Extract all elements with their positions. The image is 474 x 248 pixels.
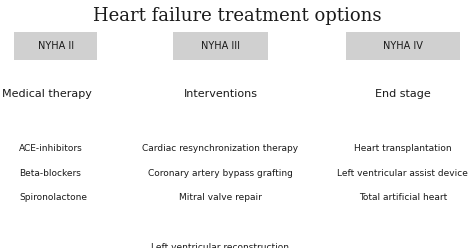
Text: NYHA III: NYHA III [201, 41, 240, 51]
Text: Medical therapy: Medical therapy [2, 89, 92, 99]
Text: Left ventricular reconstruction: Left ventricular reconstruction [151, 243, 290, 248]
Text: NYHA II: NYHA II [37, 41, 74, 51]
Text: Interventions: Interventions [183, 89, 257, 99]
FancyBboxPatch shape [14, 32, 97, 60]
Text: End stage: End stage [375, 89, 431, 99]
Text: Cardiac resynchronization therapy: Cardiac resynchronization therapy [142, 144, 299, 153]
Text: Beta-blockers: Beta-blockers [19, 169, 81, 178]
Text: Coronary artery bypass grafting: Coronary artery bypass grafting [148, 169, 293, 178]
FancyBboxPatch shape [173, 32, 268, 60]
Text: Spironolactone: Spironolactone [19, 193, 87, 202]
FancyBboxPatch shape [346, 32, 460, 60]
Text: Heart failure treatment options: Heart failure treatment options [93, 7, 381, 26]
Text: NYHA IV: NYHA IV [383, 41, 423, 51]
Text: Heart transplantation: Heart transplantation [354, 144, 452, 153]
Text: Mitral valve repair: Mitral valve repair [179, 193, 262, 202]
Text: ACE-inhibitors: ACE-inhibitors [19, 144, 82, 153]
Text: Total artificial heart: Total artificial heart [359, 193, 447, 202]
Text: Left ventricular assist device: Left ventricular assist device [337, 169, 468, 178]
